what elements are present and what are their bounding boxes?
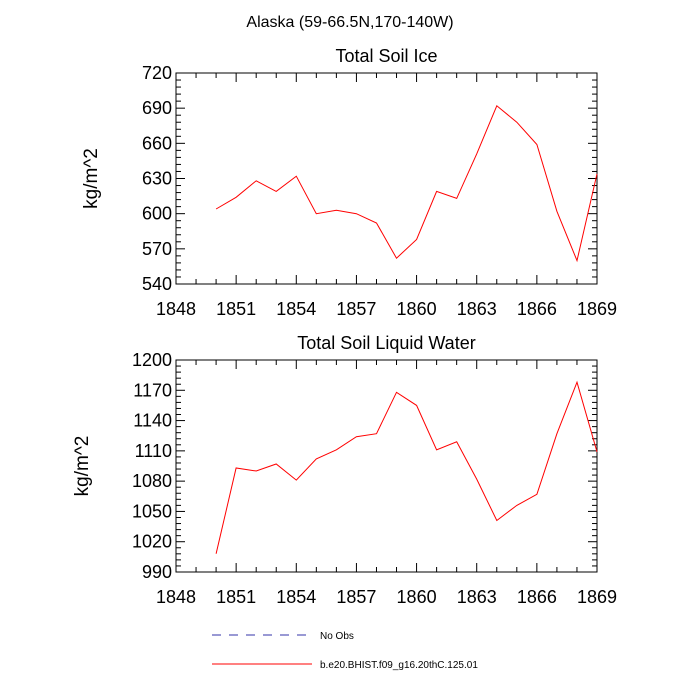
x-tick-label: 1857 (336, 299, 376, 319)
figure-title: Alaska (59-66.5N,170-140W) (246, 14, 453, 31)
x-tick-label: 1869 (577, 587, 617, 607)
x-tick-label: 1851 (216, 587, 256, 607)
y-tick-label: 600 (142, 204, 172, 224)
legend-label-model: b.e20.BHIST.f09_g16.20thC.125.01 (320, 660, 478, 671)
y-axis-label: kg/m^2 (72, 436, 93, 497)
y-tick-label: 690 (142, 98, 172, 118)
legend: No Obs b.e20.BHIST.f09_g16.20thC.125.01 (212, 631, 478, 671)
y-axis-label: kg/m^2 (81, 148, 102, 209)
x-tick-label: 1869 (577, 299, 617, 319)
x-tick-label: 1860 (397, 299, 437, 319)
y-tick-label: 1050 (132, 501, 172, 521)
y-tick-label: 720 (142, 63, 172, 83)
x-tick-label: 1857 (336, 587, 376, 607)
x-tick-label: 1848 (156, 299, 196, 319)
plot-frame (175, 359, 598, 573)
y-tick-label: 1110 (135, 441, 172, 461)
series-line (215, 380, 598, 554)
y-tick-label: 1080 (132, 471, 172, 491)
y-tick-label: 1140 (133, 411, 172, 431)
y-tick-label: 570 (142, 239, 172, 259)
x-tick-label: 1854 (276, 299, 316, 319)
x-tick-label: 1863 (457, 587, 497, 607)
legend-label-no-obs: No Obs (320, 631, 354, 642)
x-tick-label: 1854 (276, 587, 316, 607)
y-tick-label: 990 (142, 562, 172, 582)
y-tick-label: 540 (142, 274, 172, 294)
chart-total-soil-liquid-water: Total Soil Liquid Water kg/m^2 1848 1851 185… (72, 333, 617, 607)
x-tick-label: 1863 (457, 299, 497, 319)
series-line (215, 104, 598, 263)
x-tick-label: 1866 (517, 587, 557, 607)
y-tick-label: 1200 (132, 350, 172, 370)
y-tick-label: 1170 (133, 380, 172, 400)
y-tick-label: 660 (142, 133, 172, 153)
chart-title: Total Soil Liquid Water (297, 333, 475, 353)
chart-title: Total Soil Ice (335, 46, 437, 66)
x-tick-label: 1866 (517, 299, 557, 319)
chart-total-soil-ice: Total Soil Ice kg/m^2 1848 1851 1854 1857 1860… (81, 46, 617, 319)
x-tick-label: 1860 (397, 587, 437, 607)
x-tick-label: 1851 (216, 299, 256, 319)
x-tick-label: 1848 (156, 587, 196, 607)
y-tick-label: 1020 (132, 532, 172, 552)
y-tick-label: 630 (142, 169, 172, 189)
